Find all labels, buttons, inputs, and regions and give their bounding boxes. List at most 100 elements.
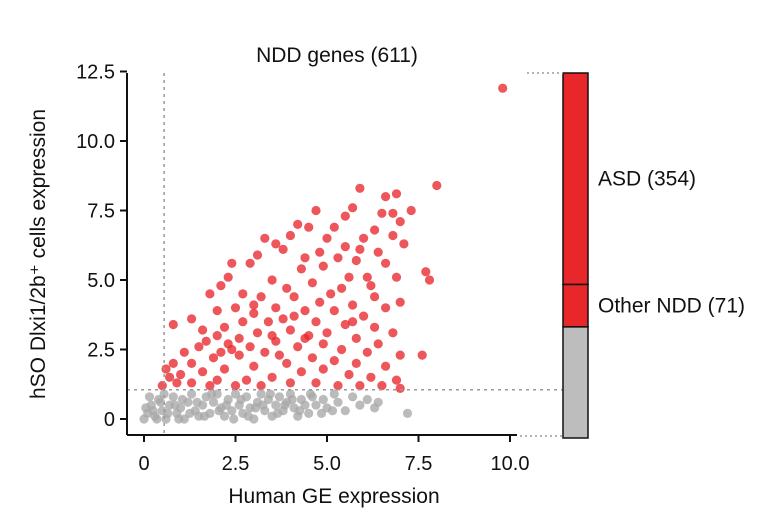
data-point: [373, 339, 383, 349]
data-point: [198, 367, 208, 377]
data-point: [417, 350, 427, 360]
data-point: [243, 411, 253, 421]
data-point: [348, 300, 358, 310]
data-point: [289, 292, 299, 302]
data-point: [267, 331, 277, 341]
data-point: [256, 389, 266, 399]
data-point: [212, 331, 222, 341]
data-point: [256, 381, 266, 391]
data-point: [263, 317, 273, 327]
data-point: [322, 233, 332, 243]
data-point: [322, 328, 332, 338]
data-point: [205, 289, 215, 299]
data-point: [273, 408, 283, 418]
x-tick-label: 5.0: [313, 453, 341, 475]
data-point: [271, 303, 281, 313]
data-point: [249, 300, 259, 310]
data-point: [174, 414, 184, 424]
data-point: [212, 306, 222, 316]
data-point: [377, 381, 387, 391]
data-point: [148, 406, 158, 416]
x-ticks: 0 2.5 5.0 7.5 10.0: [138, 435, 529, 475]
data-point: [168, 392, 178, 402]
data-point: [307, 353, 317, 363]
data-point: [274, 350, 284, 360]
data-point: [216, 347, 226, 357]
data-point: [144, 392, 155, 402]
data-point: [205, 381, 215, 391]
x-tick-label: 10.0: [491, 453, 530, 475]
data-point: [172, 378, 182, 388]
data-point: [157, 381, 167, 391]
data-point: [187, 314, 197, 324]
data-point: [238, 317, 248, 327]
data-point: [421, 267, 431, 277]
data-point: [304, 408, 314, 418]
data-point: [296, 367, 306, 377]
data-point: [318, 339, 328, 349]
data-point: [208, 353, 219, 363]
data-point: [366, 372, 376, 382]
data-point: [355, 381, 365, 391]
data-point: [300, 306, 310, 316]
points-layer: [139, 83, 508, 424]
data-point: [271, 400, 281, 410]
data-point: [293, 342, 303, 352]
data-point: [161, 364, 171, 374]
data-point: [340, 319, 350, 330]
data-point: [249, 308, 259, 318]
data-point: [311, 378, 321, 388]
y-tick-label: 2.5: [87, 340, 115, 362]
data-point: [141, 403, 151, 413]
data-point: [245, 342, 255, 352]
y-axis-label: hSO Dlxi1/2b⁺ cells expression: [27, 109, 50, 399]
data-point: [340, 211, 350, 221]
data-point: [311, 400, 321, 410]
data-point: [207, 389, 217, 399]
data-point: [373, 247, 383, 257]
data-point: [165, 372, 175, 382]
data-point: [348, 317, 358, 327]
data-point: [381, 192, 391, 202]
data-point: [388, 208, 398, 218]
bar-segment-label: Other NDD (71): [598, 295, 745, 318]
data-point: [362, 272, 372, 282]
bar-segment-label: ASD (354): [598, 168, 696, 191]
data-point: [295, 406, 305, 416]
data-point: [307, 278, 317, 288]
data-point: [260, 233, 270, 243]
threshold-guides: [127, 73, 563, 435]
axes: [126, 73, 517, 436]
data-point: [340, 242, 350, 252]
data-point: [333, 253, 343, 263]
data-point: [300, 253, 310, 263]
data-point: [300, 333, 310, 343]
data-point: [381, 258, 391, 268]
data-point: [340, 406, 350, 416]
data-point: [236, 394, 246, 405]
bar-segment: [562, 326, 589, 439]
data-point: [212, 375, 222, 385]
data-point: [185, 408, 195, 418]
data-point: [432, 180, 442, 191]
data-point: [305, 389, 316, 399]
data-point: [318, 261, 328, 271]
data-point: [381, 361, 391, 371]
data-point: [159, 389, 169, 399]
data-point: [333, 381, 343, 391]
data-point: [201, 336, 211, 346]
data-point: [355, 183, 365, 193]
data-point: [395, 217, 405, 227]
y-tick-label: 10.0: [76, 131, 115, 153]
data-point: [219, 322, 230, 332]
data-point: [177, 394, 187, 405]
data-point: [282, 283, 292, 293]
data-point: [355, 400, 365, 410]
data-point: [170, 400, 180, 410]
data-point: [285, 325, 295, 335]
data-point: [285, 230, 295, 241]
data-point: [377, 208, 387, 218]
data-point: [265, 389, 275, 399]
x-tick-label: 2.5: [222, 453, 250, 475]
data-point: [152, 414, 162, 424]
